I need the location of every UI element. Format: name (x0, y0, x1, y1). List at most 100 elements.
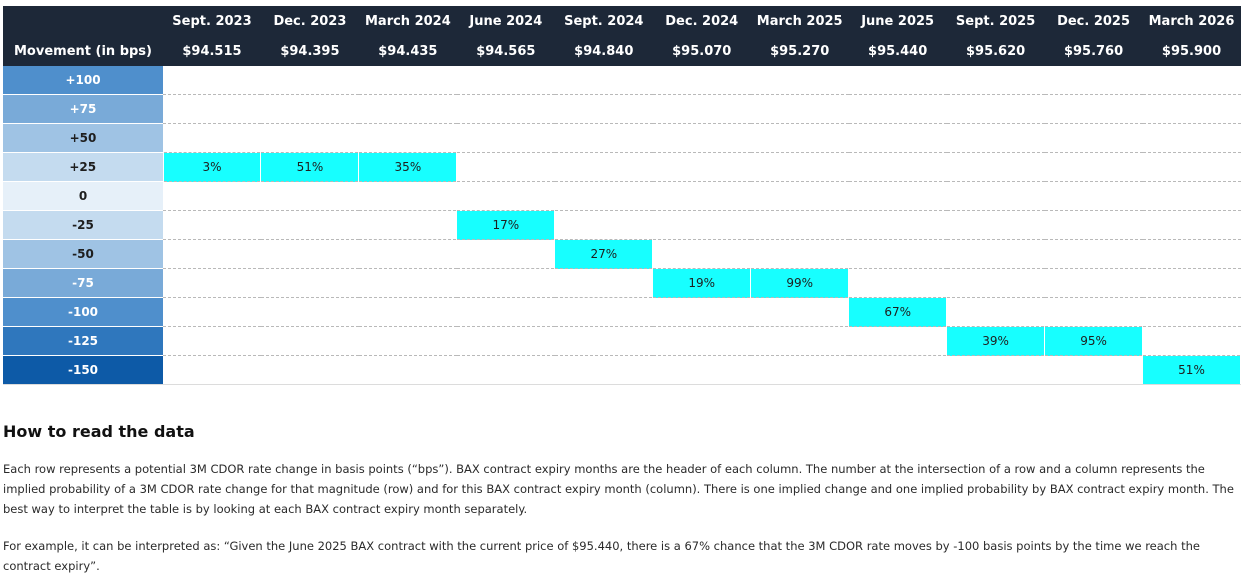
empty-cell (260, 181, 359, 211)
column-header-price: $95.760 (1044, 36, 1143, 66)
empty-cell (750, 152, 849, 182)
empty-cell (750, 66, 849, 95)
empty-cell (260, 326, 359, 356)
table-row: -100 67% (3, 297, 1241, 327)
empty-cell (750, 94, 849, 124)
column-header-month: Sept. 2025 (946, 6, 1045, 36)
column-header-price: $94.435 (358, 36, 457, 66)
probability-cell: 99% (750, 268, 850, 298)
column-header-price: $95.620 (946, 36, 1045, 66)
empty-cell (848, 326, 947, 356)
empty-cell (358, 297, 457, 327)
empty-cell (652, 123, 751, 153)
empty-cell (1044, 239, 1143, 269)
table-body: +100 +75 +50 +25 3% 51% 35% 0 -25 17% -50 27% -75 19%… (3, 66, 1241, 385)
empty-cell (358, 355, 457, 385)
empty-cell (1044, 268, 1143, 298)
empty-cell (456, 66, 555, 95)
empty-cell (358, 123, 457, 153)
empty-cell (1044, 123, 1143, 153)
row-movement-label: -125 (3, 326, 163, 356)
table-row: -75 19% 99% (3, 268, 1241, 298)
column-header-price: $95.070 (652, 36, 751, 66)
empty-cell (554, 268, 653, 298)
empty-cell (1142, 326, 1241, 356)
empty-cell (1044, 66, 1143, 95)
row-movement-label: -100 (3, 297, 163, 327)
empty-cell (848, 152, 947, 182)
empty-cell (1044, 94, 1143, 124)
column-header-price: $94.840 (554, 36, 653, 66)
probability-cell: 35% (358, 152, 458, 182)
empty-cell (848, 239, 947, 269)
empty-cell (1142, 152, 1241, 182)
row-movement-label: 0 (3, 181, 163, 211)
empty-cell (163, 66, 261, 95)
table-row: +75 (3, 94, 1241, 124)
empty-cell (1044, 297, 1143, 327)
empty-cell (163, 123, 261, 153)
empty-cell (848, 94, 947, 124)
column-header-month: March 2025 (750, 6, 849, 36)
column-header-month: Sept. 2023 (163, 6, 261, 36)
empty-cell (946, 239, 1045, 269)
empty-cell (750, 181, 849, 211)
empty-cell (946, 268, 1045, 298)
column-header-price: $95.270 (750, 36, 849, 66)
empty-cell (260, 210, 359, 240)
probability-cell: 67% (848, 297, 948, 327)
empty-cell (750, 297, 849, 327)
empty-cell (848, 66, 947, 95)
empty-cell (848, 355, 947, 385)
empty-cell (652, 152, 751, 182)
empty-cell (260, 268, 359, 298)
empty-cell (163, 268, 261, 298)
empty-cell (946, 123, 1045, 153)
empty-cell (554, 355, 653, 385)
empty-cell (946, 181, 1045, 211)
empty-cell (260, 239, 359, 269)
table-row: +50 (3, 123, 1241, 153)
empty-cell (1044, 355, 1143, 385)
explanation-paragraph: Each row represents a potential 3M CDOR … (3, 462, 1234, 516)
column-header-month: June 2025 (848, 6, 947, 36)
table-row: -25 17% (3, 210, 1241, 240)
header-corner-blank (3, 6, 163, 36)
empty-cell (1142, 181, 1241, 211)
empty-cell (750, 123, 849, 153)
column-header-month: Dec. 2023 (260, 6, 359, 36)
empty-cell (1142, 66, 1241, 95)
row-movement-label: +100 (3, 66, 163, 95)
empty-cell (652, 326, 751, 356)
empty-cell (163, 326, 261, 356)
empty-cell (358, 66, 457, 95)
probability-table-container: Sept. 2023 Dec. 2023 March 2024 June 2024 Se… (3, 6, 1241, 385)
column-header-month: June 2024 (456, 6, 555, 36)
row-movement-label: +50 (3, 123, 163, 153)
empty-cell (456, 94, 555, 124)
column-header-month: March 2026 (1142, 6, 1241, 36)
empty-cell (946, 210, 1045, 240)
empty-cell (1142, 123, 1241, 153)
empty-cell (554, 66, 653, 95)
empty-cell (652, 94, 751, 124)
probability-cell: 51% (1142, 355, 1241, 385)
empty-cell (554, 297, 653, 327)
column-header-price: $95.900 (1142, 36, 1241, 66)
empty-cell (163, 181, 261, 211)
empty-cell (554, 152, 653, 182)
empty-cell (652, 297, 751, 327)
probability-cell: 95% (1044, 326, 1144, 356)
empty-cell (1142, 210, 1241, 240)
example-paragraph: For example, it can be interpreted as: “… (3, 539, 1200, 573)
table-row: 0 (3, 181, 1241, 211)
empty-cell (652, 239, 751, 269)
column-header-month: Dec. 2025 (1044, 6, 1143, 36)
empty-cell (163, 355, 261, 385)
empty-cell (260, 123, 359, 153)
header-corner-label: Movement (in bps) (3, 36, 163, 66)
empty-cell (163, 239, 261, 269)
empty-cell (652, 210, 751, 240)
empty-cell (554, 326, 653, 356)
column-header-month: March 2024 (358, 6, 457, 36)
